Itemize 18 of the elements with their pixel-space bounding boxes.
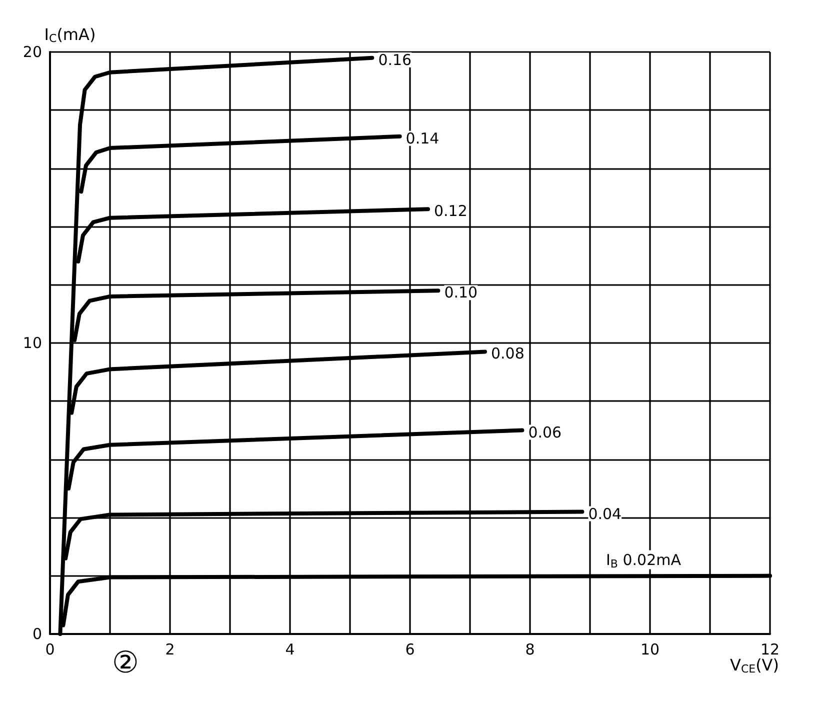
- series-label: 0.12: [434, 202, 468, 220]
- series-label: 0.06: [528, 423, 562, 442]
- x-tick-label: 2: [165, 640, 175, 658]
- x-tick-label: 0: [45, 640, 55, 658]
- series-label: 0.10: [444, 284, 478, 302]
- series-label: 0.04: [588, 504, 622, 523]
- series-label: 0.16: [378, 50, 412, 69]
- y-tick-label: 20: [22, 43, 42, 61]
- y-tick-label: 0: [32, 625, 42, 643]
- x-tick-label: 8: [525, 640, 535, 658]
- text: ②: [112, 646, 139, 680]
- x-tick-label: 4: [285, 640, 295, 658]
- y-tick-label: 10: [22, 334, 42, 352]
- x-tick-label: 12: [760, 640, 780, 658]
- series-label: 0.08: [491, 344, 524, 363]
- x-tick-label: 6: [405, 640, 415, 658]
- series-label: 0.14: [406, 129, 440, 148]
- x-tick-label: 10: [640, 640, 660, 658]
